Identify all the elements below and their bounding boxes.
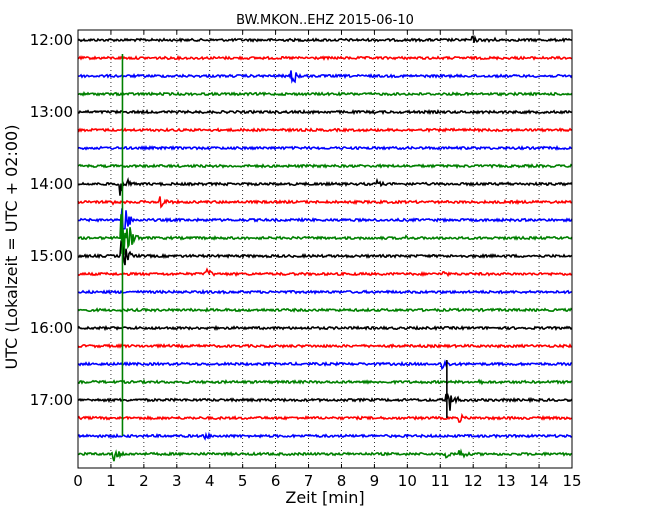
y-axis-label: UTC (Lokalzeit = UTC + 02:00) xyxy=(2,125,21,370)
x-tick-label: 5 xyxy=(238,472,248,490)
trace-row xyxy=(77,70,573,84)
x-tick-label: 12 xyxy=(464,472,483,490)
trace-row xyxy=(77,208,573,230)
trace-row xyxy=(77,392,573,411)
vertical-events xyxy=(121,54,448,436)
trace-row xyxy=(77,214,573,255)
y-tick-label: 14:00 xyxy=(30,175,73,193)
trace-row xyxy=(77,127,573,133)
y-tick-label: 13:00 xyxy=(30,103,73,121)
x-tick-label: 10 xyxy=(398,472,417,490)
trace-row xyxy=(77,359,573,371)
y-tick-label: 15:00 xyxy=(30,247,73,265)
x-tick-label: 1 xyxy=(106,472,116,490)
trace-row xyxy=(77,306,573,313)
trace-row xyxy=(77,267,573,278)
trace-row xyxy=(77,448,573,462)
trace-row xyxy=(77,144,573,151)
x-tick-label: 9 xyxy=(370,472,380,490)
x-tick-label: 15 xyxy=(562,472,581,490)
trace-row xyxy=(77,90,573,97)
seismogram-traces xyxy=(77,34,573,462)
trace-row xyxy=(77,109,573,116)
y-tick-label: 12:00 xyxy=(30,31,73,49)
y-tick-label: 16:00 xyxy=(30,319,73,337)
trace-row xyxy=(77,54,573,61)
x-tick-label: 11 xyxy=(431,472,450,490)
chart-title: BW.MKON..EHZ 2015-06-10 xyxy=(236,13,414,28)
x-axis-label: Zeit [min] xyxy=(285,488,364,507)
trace-row xyxy=(77,412,573,423)
trace-row xyxy=(77,34,573,43)
x-tick-label: 6 xyxy=(271,472,281,490)
x-tick-label: 13 xyxy=(497,472,516,490)
y-axis: 12:00 13:00 14:00 15:00 16:00 17:00 xyxy=(30,31,572,409)
x-tick-label: 3 xyxy=(172,472,182,490)
trace-row xyxy=(77,378,573,386)
trace-row xyxy=(77,324,573,332)
x-tick-label: 4 xyxy=(205,472,215,490)
trace-row xyxy=(77,288,573,295)
trace-row xyxy=(77,163,573,169)
x-tick-label: 7 xyxy=(304,472,314,490)
y-tick-label: 17:00 xyxy=(30,391,73,409)
x-tick-label: 2 xyxy=(139,472,149,490)
x-axis: 0 1 2 3 4 5 6 7 8 9 10 11 12 13 14 15 xyxy=(73,30,582,490)
x-tick-label: 14 xyxy=(530,472,549,490)
x-tick-label: 0 xyxy=(73,472,83,490)
trace-row xyxy=(77,431,573,441)
trace-row xyxy=(77,176,573,196)
x-tick-label: 8 xyxy=(337,472,347,490)
trace-row xyxy=(77,196,573,209)
trace-row xyxy=(77,343,573,349)
trace-row xyxy=(77,240,573,266)
plot-frame xyxy=(77,29,573,469)
